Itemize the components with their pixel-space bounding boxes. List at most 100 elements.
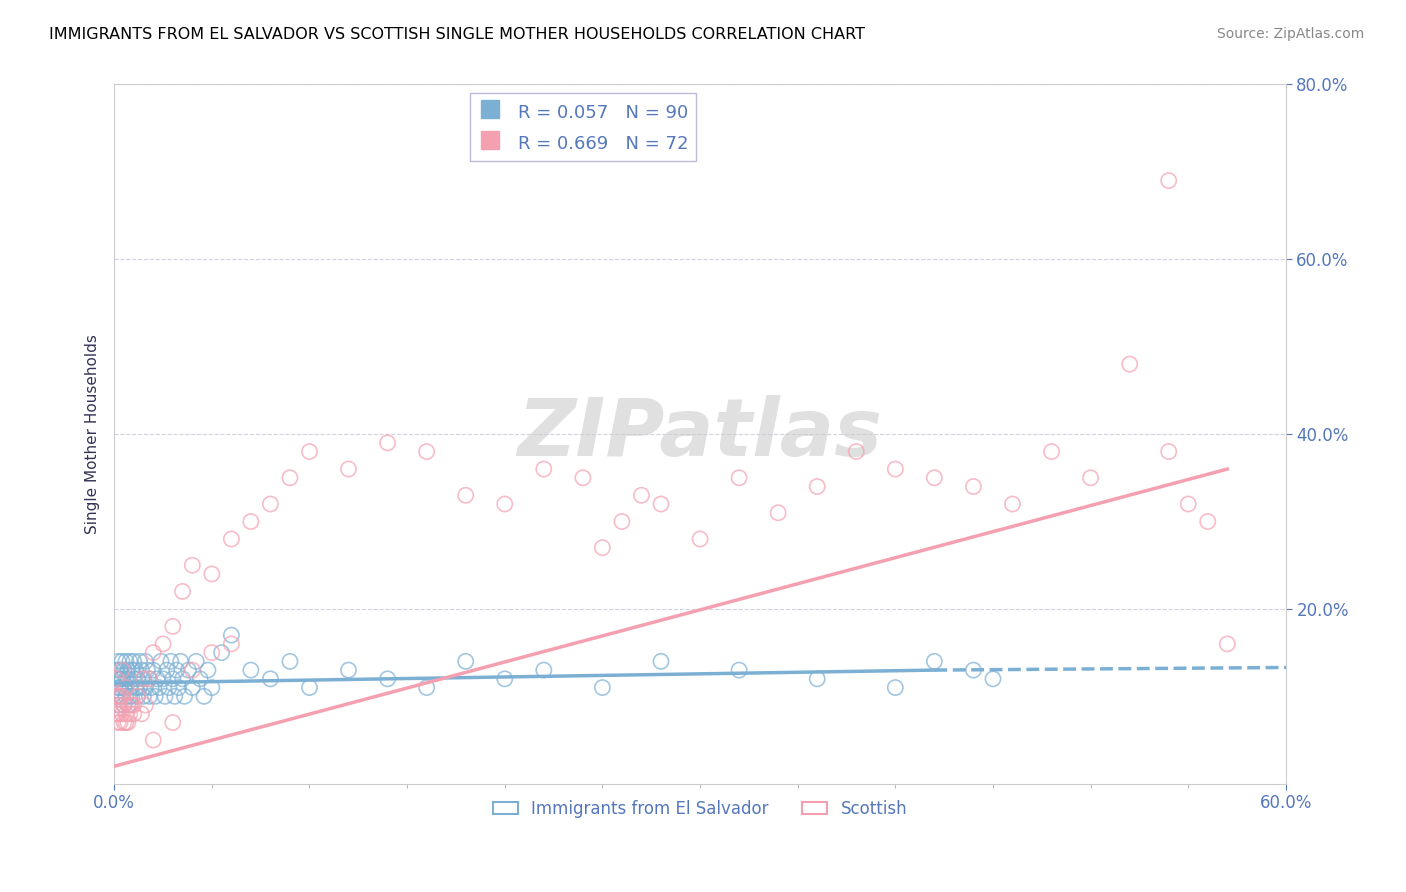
Point	[105, 706, 128, 721]
Point	[630, 488, 652, 502]
Point	[1157, 444, 1180, 458]
Point	[105, 690, 128, 704]
Point	[845, 444, 868, 458]
Point	[172, 584, 194, 599]
Point	[197, 663, 219, 677]
Point	[118, 690, 141, 704]
Point	[494, 672, 516, 686]
Point	[122, 698, 145, 712]
Point	[142, 663, 165, 677]
Point	[337, 462, 360, 476]
Point	[124, 681, 146, 695]
Point	[107, 706, 129, 721]
Point	[167, 681, 190, 695]
Point	[108, 672, 131, 686]
Point	[337, 663, 360, 677]
Point	[112, 698, 135, 712]
Point	[221, 532, 243, 546]
Point	[728, 663, 751, 677]
Point	[1216, 637, 1239, 651]
Point	[121, 663, 143, 677]
Point	[118, 698, 141, 712]
Point	[153, 690, 176, 704]
Point	[162, 619, 184, 633]
Point	[108, 698, 131, 712]
Point	[136, 663, 159, 677]
Point	[112, 681, 135, 695]
Point	[239, 515, 262, 529]
Point	[533, 462, 555, 476]
Text: IMMIGRANTS FROM EL SALVADOR VS SCOTTISH SINGLE MOTHER HOUSEHOLDS CORRELATION CHA: IMMIGRANTS FROM EL SALVADOR VS SCOTTISH …	[49, 27, 865, 42]
Point	[1197, 515, 1219, 529]
Point	[111, 706, 134, 721]
Point	[105, 672, 128, 686]
Point	[117, 698, 139, 712]
Point	[131, 663, 153, 677]
Point	[181, 663, 204, 677]
Legend: Immigrants from El Salvador, Scottish: Immigrants from El Salvador, Scottish	[486, 793, 914, 824]
Point	[111, 663, 134, 677]
Point	[572, 471, 595, 485]
Point	[157, 681, 180, 695]
Point	[122, 654, 145, 668]
Point	[1080, 471, 1102, 485]
Point	[221, 628, 243, 642]
Point	[1118, 357, 1140, 371]
Point	[112, 715, 135, 730]
Point	[127, 672, 149, 686]
Point	[108, 690, 131, 704]
Point	[278, 654, 301, 668]
Point	[181, 558, 204, 573]
Point	[159, 654, 181, 668]
Point	[108, 715, 131, 730]
Point	[107, 690, 129, 704]
Point	[298, 444, 321, 458]
Point	[107, 681, 129, 695]
Point	[141, 681, 163, 695]
Point	[1001, 497, 1024, 511]
Point	[132, 690, 155, 704]
Point	[112, 663, 135, 677]
Point	[108, 690, 131, 704]
Point	[132, 672, 155, 686]
Point	[884, 681, 907, 695]
Point	[186, 654, 208, 668]
Point	[173, 690, 195, 704]
Point	[166, 663, 188, 677]
Point	[111, 690, 134, 704]
Point	[107, 698, 129, 712]
Point	[107, 715, 129, 730]
Point	[610, 515, 633, 529]
Point	[111, 690, 134, 704]
Point	[1177, 497, 1199, 511]
Point	[148, 681, 170, 695]
Point	[533, 663, 555, 677]
Point	[134, 698, 156, 712]
Point	[105, 672, 128, 686]
Point	[131, 706, 153, 721]
Point	[118, 654, 141, 668]
Point	[162, 715, 184, 730]
Point	[193, 690, 215, 704]
Point	[122, 672, 145, 686]
Point	[377, 435, 399, 450]
Point	[924, 471, 946, 485]
Point	[884, 462, 907, 476]
Point	[221, 637, 243, 651]
Point	[115, 672, 138, 686]
Point	[377, 672, 399, 686]
Point	[117, 663, 139, 677]
Point	[806, 479, 828, 493]
Point	[138, 672, 160, 686]
Point	[132, 672, 155, 686]
Point	[108, 663, 131, 677]
Point	[806, 672, 828, 686]
Point	[108, 681, 131, 695]
Point	[259, 497, 281, 511]
Point	[162, 672, 184, 686]
Point	[115, 654, 138, 668]
Text: ZIPatlas: ZIPatlas	[517, 395, 883, 473]
Point	[117, 715, 139, 730]
Point	[454, 488, 477, 502]
Point	[122, 706, 145, 721]
